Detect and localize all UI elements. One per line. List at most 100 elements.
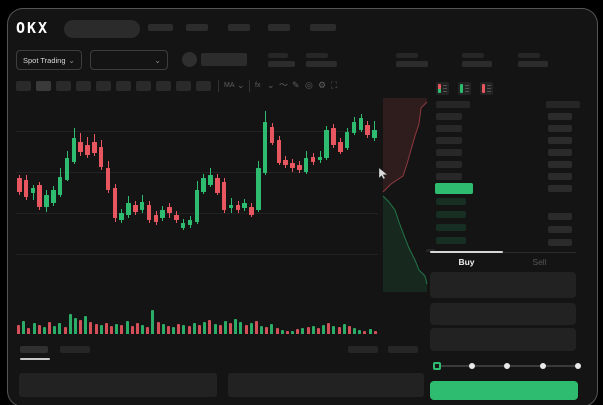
depth-chart [381, 96, 429, 300]
slider-stop[interactable] [468, 363, 475, 369]
bid-price-placeholder [436, 211, 466, 218]
panel-resize-handle[interactable] [426, 249, 435, 252]
volume-bar [316, 328, 320, 334]
volume-bar [332, 326, 336, 334]
ask-amount-placeholder [548, 137, 572, 144]
candle [85, 145, 90, 155]
settings-gear-icon[interactable]: ⚙ [318, 80, 327, 90]
timeframe-button[interactable] [176, 81, 191, 91]
timeframe-button[interactable] [136, 81, 151, 91]
ask-price-placeholder [436, 149, 462, 156]
bottom-tab-active[interactable] [20, 346, 48, 353]
nav-item[interactable] [228, 24, 250, 31]
slider-stop[interactable] [539, 363, 546, 369]
buy-submit-button[interactable] [430, 381, 578, 400]
chevron-down-icon[interactable]: ⌄ [237, 80, 245, 90]
candle [57, 177, 63, 195]
volume-bar [53, 326, 57, 334]
volume-bar [42, 327, 46, 334]
amount-input[interactable] [430, 303, 576, 325]
chevron-down-icon: ⌄ [68, 55, 75, 65]
volume-bar [120, 325, 124, 334]
tab-sell[interactable]: Sell [532, 257, 547, 267]
bottom-tab[interactable] [60, 346, 90, 353]
volume-bar [327, 323, 331, 334]
volume-bar [27, 328, 31, 334]
timeframe-button[interactable] [76, 81, 91, 91]
overlay-dropdown[interactable]: fx [255, 82, 261, 89]
ticker-stat-label [306, 53, 328, 58]
pair-dropdown[interactable]: ⌄ [90, 50, 168, 70]
depth-asks-area [383, 98, 427, 192]
coin-icon [182, 52, 197, 67]
volume-bar [48, 322, 52, 334]
market-type-label: Spot Trading [23, 55, 66, 65]
volume-bar [73, 318, 77, 334]
nav-item[interactable] [186, 24, 208, 31]
fullscreen-icon[interactable]: ⛶ [331, 80, 338, 90]
ask-price-placeholder [436, 173, 462, 180]
volume-bar [166, 326, 170, 334]
orderbook-view-asks-icon[interactable] [480, 82, 493, 95]
timeframe-button[interactable] [56, 81, 71, 91]
ticker-stat-value [268, 61, 295, 67]
volume-bar [84, 316, 88, 334]
chevron-down-icon[interactable]: ⌄ [267, 80, 275, 90]
candle [119, 213, 124, 220]
nav-item[interactable] [310, 24, 336, 31]
draw-tool-icon[interactable]: ✎ [292, 80, 300, 90]
bid-price-placeholder [436, 237, 466, 244]
bid-amount-placeholder [548, 239, 572, 246]
volume-bar [89, 322, 93, 334]
candle [105, 168, 111, 190]
candle [344, 132, 350, 148]
nav-item[interactable] [148, 24, 173, 31]
volume-bar [208, 320, 212, 334]
slider-stop[interactable] [575, 363, 581, 369]
slider-handle[interactable] [433, 362, 441, 370]
strip-icon [438, 84, 441, 93]
nav-item[interactable] [268, 24, 290, 31]
tab-buy[interactable]: Buy [458, 257, 475, 267]
price-input[interactable] [430, 272, 576, 298]
orderbook-col-header [546, 101, 580, 108]
bottom-action[interactable] [388, 346, 418, 353]
toolbar-divider [249, 80, 250, 92]
camera-icon[interactable]: ◎ [305, 80, 313, 90]
timeframe-button[interactable] [156, 81, 171, 91]
depth-bids-area [383, 196, 427, 292]
lines-icon [464, 84, 469, 93]
market-type-dropdown[interactable]: Spot Trading ⌄ [16, 50, 82, 70]
orderbook-view-combined-icon[interactable] [436, 82, 449, 95]
volume-bar [213, 324, 217, 334]
bottom-action[interactable] [348, 346, 378, 353]
timeframe-button[interactable] [196, 81, 211, 91]
candlestick-chart[interactable] [16, 96, 378, 292]
search-input[interactable] [64, 20, 140, 38]
candle [303, 158, 309, 172]
volume-bar [275, 328, 279, 334]
candle [201, 178, 206, 192]
candle [64, 158, 70, 180]
timeframe-button[interactable] [96, 81, 111, 91]
candle [174, 215, 179, 220]
total-input[interactable] [430, 328, 576, 351]
volume-bar [342, 324, 346, 334]
ticker-stat-label [518, 53, 540, 58]
volume-bar [223, 321, 227, 334]
volume-bar [229, 323, 233, 334]
timeframe-button[interactable] [16, 81, 31, 91]
timeframe-button[interactable] [116, 81, 131, 91]
ticker-stat-value [396, 61, 428, 67]
timeframe-button-active[interactable] [36, 81, 51, 91]
last-price-badge [435, 183, 473, 194]
volume-bar [68, 314, 72, 334]
tabs-divider [430, 252, 576, 253]
slider-stop[interactable] [504, 363, 510, 369]
candle [310, 157, 316, 162]
volume-bar [110, 326, 114, 334]
orderbook-view-bids-icon[interactable] [458, 82, 471, 95]
indicator-dropdown[interactable]: MA [224, 82, 235, 89]
line-chart-icon[interactable]: 〜 [279, 80, 289, 90]
candle [167, 207, 172, 213]
